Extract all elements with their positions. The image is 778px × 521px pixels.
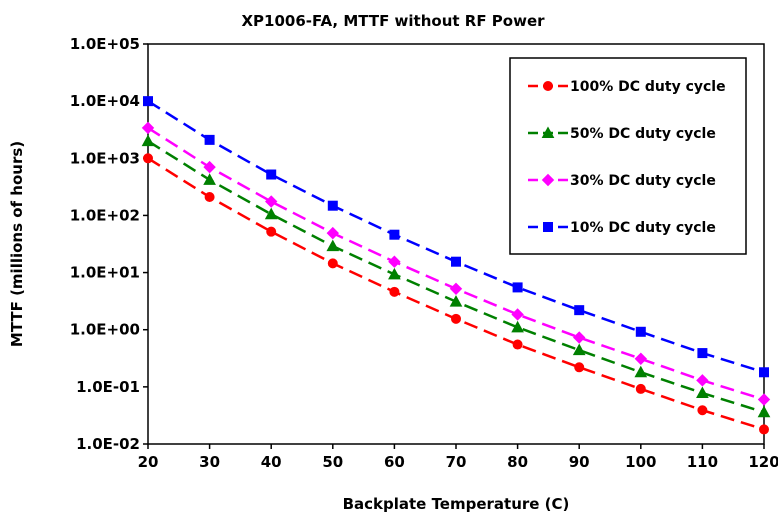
data-point [389,229,400,240]
data-point [541,173,555,187]
data-point [389,286,400,297]
data-point [143,153,153,164]
x-tick-label: 70 [446,453,467,471]
data-point [266,169,277,180]
data-point [697,348,708,359]
data-point [264,207,278,220]
data-point [697,405,708,416]
y-tick-label: 1.0E+03 [70,149,140,167]
legend-item: 10% DC duty cycle [528,220,716,236]
data-point [204,192,215,203]
legend-item: 50% DC duty cycle [528,126,716,142]
data-point [449,282,463,296]
data-point [511,320,524,333]
data-point [326,226,340,240]
series-1 [143,153,769,435]
data-point [572,343,586,356]
chart-title: XP1006-FA, MTTF without RF Power [241,12,545,30]
x-axis: 20 30 40 50 60 70 80 90 100 110 120 [138,444,778,471]
data-point [143,96,153,107]
legend-label: 10% DC duty cycle [570,220,716,236]
data-point [388,267,401,280]
x-axis-label: Backplate Temperature (C) [343,495,570,513]
series-2 [141,134,771,418]
data-point [141,134,155,147]
data-point [204,134,215,145]
data-point [266,226,277,237]
legend-item: 30% DC duty cycle [528,173,716,189]
data-point [757,393,771,406]
data-point [203,173,216,185]
data-point [451,256,461,267]
series-4 [143,96,769,378]
data-point [541,126,555,138]
data-point [511,308,524,321]
data-point [759,424,769,435]
data-point [634,352,648,365]
data-point [203,160,216,174]
data-point [635,326,646,337]
data-point [635,383,646,394]
x-tick-label: 110 [687,453,718,471]
legend-item: 100% DC duty cycle [528,79,726,95]
data-point [574,305,585,316]
data-point [264,195,278,208]
y-tick-label: 1.0E+05 [70,35,140,53]
series-layer [141,96,771,435]
x-tick-label: 100 [625,453,656,471]
data-point [696,374,709,387]
y-tick-label: 1.0E+04 [70,92,140,110]
data-point [327,200,338,211]
legend-label: 100% DC duty cycle [570,79,726,95]
data-point [451,313,461,324]
y-tick-label: 1.0E+01 [70,264,140,282]
x-tick-label: 30 [199,453,220,471]
x-tick-label: 60 [384,453,405,471]
data-point [327,258,338,269]
y-tick-label: 1.0E-01 [76,378,140,396]
x-tick-label: 120 [748,453,778,471]
data-point [326,239,340,252]
data-point [757,405,771,418]
y-tick-label: 1.0E+00 [70,321,140,339]
x-tick-label: 40 [261,453,282,471]
data-point [634,365,648,378]
series-3 [141,121,771,406]
x-tick-label: 50 [322,453,343,471]
data-point [696,386,709,399]
x-tick-label: 20 [138,453,159,471]
legend-label: 30% DC duty cycle [570,173,716,189]
data-point [388,255,401,268]
x-tick-label: 90 [569,453,590,471]
y-axis-label: MTTF (millions of hours) [8,141,26,347]
y-axis: 1.0E+05 1.0E+04 1.0E+03 1.0E+02 1.0E+01 1.0E+… [70,35,148,453]
data-point [543,81,553,91]
data-point [512,339,523,350]
data-point [141,121,155,135]
data-point [759,367,769,378]
legend: 100% DC duty cycle 50% DC duty cycle 30% D… [509,57,747,255]
data-point [572,331,586,344]
y-tick-label: 1.0E+02 [70,206,140,224]
y-tick-label: 1.0E-02 [76,435,140,453]
data-point [512,282,523,293]
data-point [449,295,463,307]
data-point [574,362,585,373]
legend-label: 50% DC duty cycle [570,126,716,142]
x-tick-label: 80 [507,453,528,471]
data-point [543,222,553,232]
